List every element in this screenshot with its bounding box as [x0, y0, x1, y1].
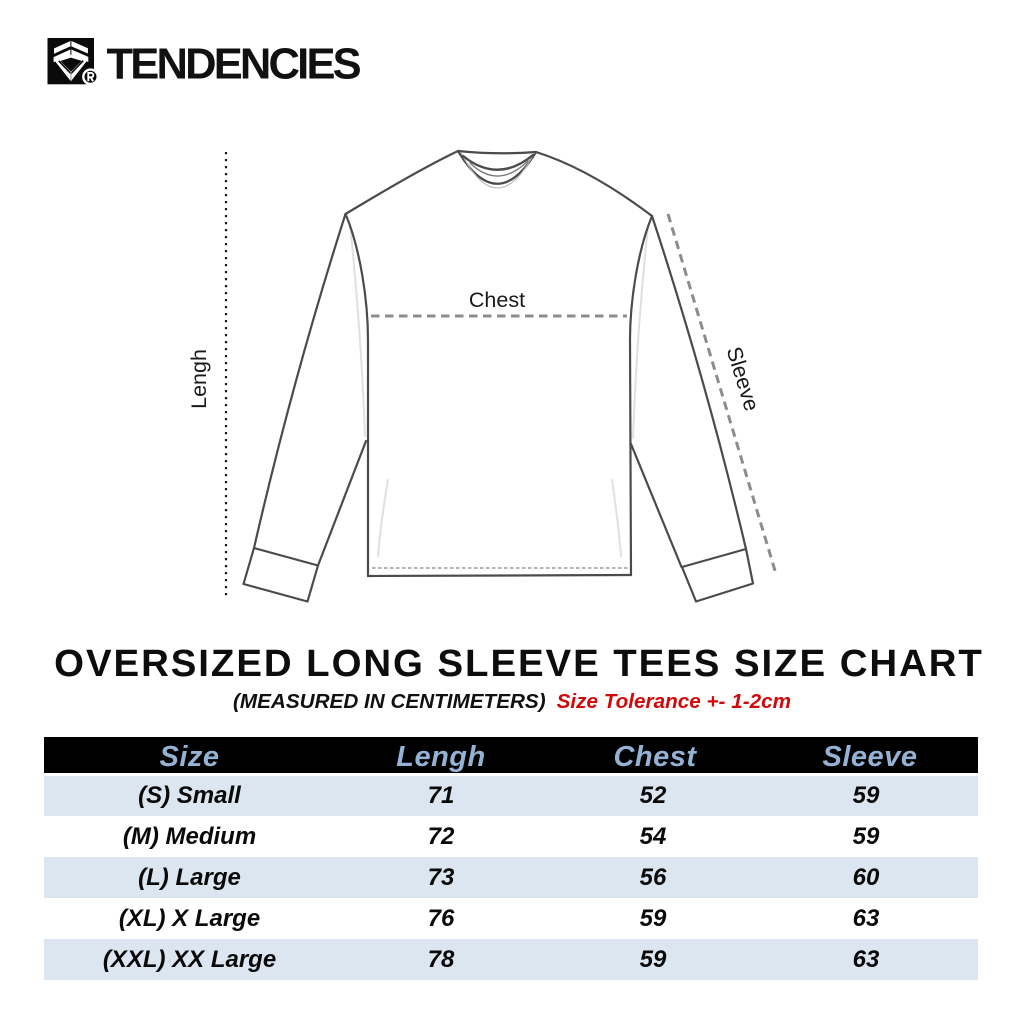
svg-text:Sleeve: Sleeve: [722, 344, 764, 414]
svg-text:TENDENCIES: TENDENCIES: [107, 41, 361, 89]
svg-text:Lengh: Lengh: [187, 349, 211, 409]
svg-text:Chest: Chest: [469, 288, 525, 312]
